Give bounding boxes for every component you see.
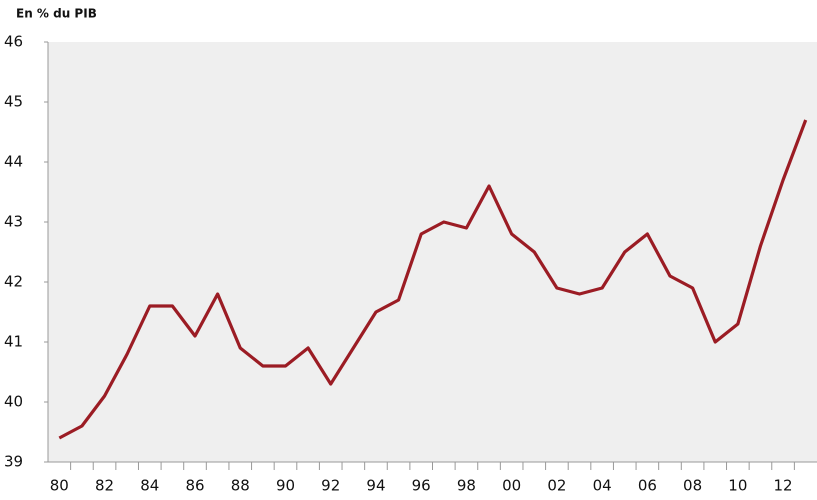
x-tick-label: 84 — [140, 477, 159, 495]
y-tick-label: 44 — [4, 153, 23, 171]
x-tick-label: 10 — [728, 477, 747, 495]
plot-background — [48, 42, 817, 462]
x-tick-label: 02 — [547, 477, 566, 495]
y-tick-label: 42 — [4, 273, 23, 291]
y-tick-label: 41 — [4, 333, 23, 351]
x-tick-label: 92 — [321, 477, 340, 495]
y-tick-label: 45 — [4, 93, 23, 111]
y-tick-label: 46 — [4, 33, 23, 51]
x-tick-label: 12 — [774, 477, 793, 495]
y-axis-label: En % du PIB — [16, 7, 97, 21]
x-tick-label: 06 — [638, 477, 657, 495]
x-tick-label: 94 — [366, 477, 385, 495]
y-tick-label: 43 — [4, 213, 23, 231]
x-tick-label: 08 — [683, 477, 702, 495]
x-tick-label: 98 — [457, 477, 476, 495]
x-tick-label: 82 — [95, 477, 114, 495]
y-tick-label: 40 — [4, 393, 23, 411]
line — [58, 119, 808, 440]
x-tick-label: 88 — [231, 477, 250, 495]
x-tick-label: 80 — [50, 477, 69, 495]
x-tick-label: 04 — [593, 477, 612, 495]
x-tick-label: 00 — [502, 477, 521, 495]
x-tick-label: 96 — [412, 477, 431, 495]
y-tick-label: 39 — [4, 453, 23, 471]
x-tick-label: 90 — [276, 477, 295, 495]
x-tick-label: 86 — [185, 477, 204, 495]
